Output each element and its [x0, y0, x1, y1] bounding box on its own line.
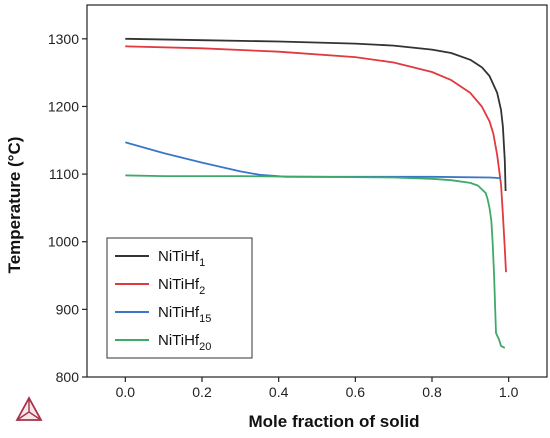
legend: NiTiHf1 NiTiHf2 NiTiHf15 NiTiHf20 [106, 237, 253, 359]
x-tick-label: 0.6 [346, 384, 366, 400]
software-logo-icon [15, 396, 43, 421]
y-tick-label: 1000 [48, 234, 79, 250]
y-tick-label: 900 [56, 301, 80, 317]
x-tick-label: 0.8 [422, 384, 442, 400]
x-tick-label: 0.0 [116, 384, 136, 400]
x-tick-label: 0.4 [269, 384, 289, 400]
plot-area-frame [86, 4, 548, 378]
legend-label: NiTiHf2 [158, 276, 205, 297]
y-tick-label: 1100 [49, 166, 79, 182]
x-tick-label: 0.2 [192, 384, 212, 400]
series-lines [125, 37, 507, 349]
series-line-nitihf1 [125, 37, 507, 192]
y-tick-label: 1300 [48, 31, 79, 47]
x-tick-label: 1.0 [499, 384, 519, 400]
series-line-nitihf20 [125, 174, 506, 349]
y-axis-label: Temperature (°C) [5, 137, 24, 274]
y-tick-label: 1200 [48, 98, 79, 114]
y-tick-label: 800 [56, 369, 80, 385]
axis-ticks: 0.0 0.2 0.4 0.6 0.8 1.0 800 900 1000 1100 1200 1300 [48, 31, 519, 400]
legend-label: NiTiHf15 [158, 304, 211, 325]
x-axis-label: Mole fraction of solid [249, 412, 420, 431]
legend-label: NiTiHf20 [158, 332, 211, 353]
legend-label: NiTiHf1 [158, 248, 205, 269]
plot-frame [86, 4, 548, 378]
series-line-nitihf2 [125, 45, 507, 273]
legend-box [106, 237, 253, 359]
series-line-nitihf15 [125, 141, 502, 179]
